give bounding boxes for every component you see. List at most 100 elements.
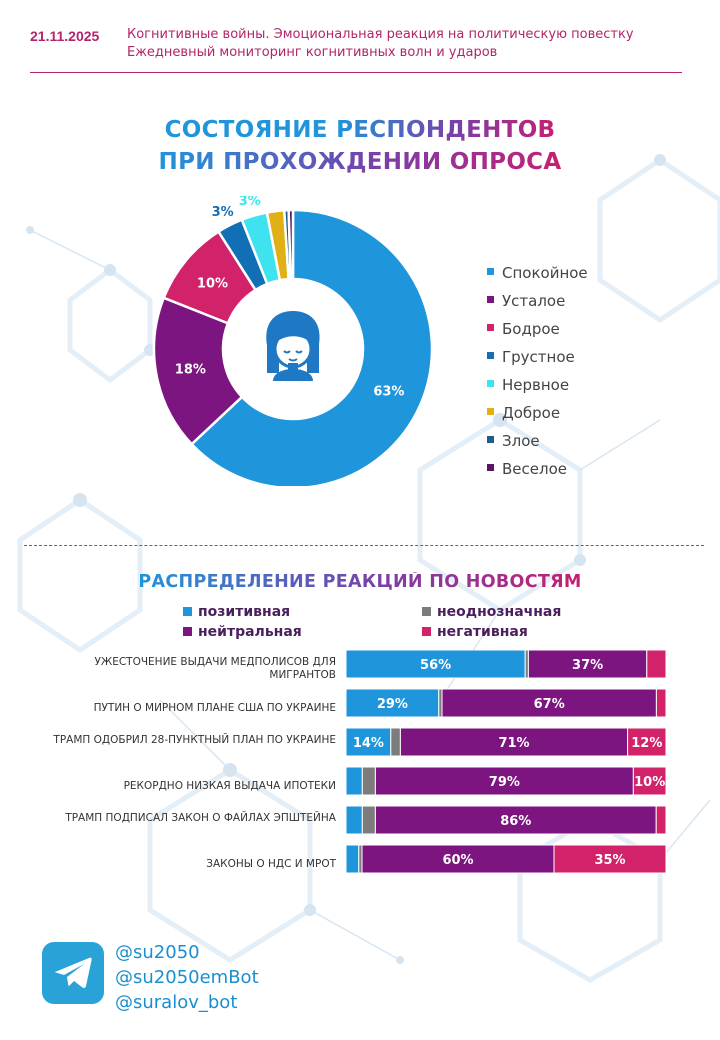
donut-title-word-1: СОСТОЯНИЕ: [164, 117, 328, 143]
legend-item: Бодрое: [487, 318, 588, 346]
donut-slice: [189, 208, 434, 486]
donut-title-line-2: ПРИ ПРОХОЖДЕНИИ ОПРОСА: [0, 146, 720, 178]
legend-swatch: [487, 296, 494, 303]
legend-swatch: [487, 268, 494, 275]
bar-data-label: 10%: [634, 775, 665, 790]
legend-label: Грустное: [502, 348, 575, 366]
legend-swatch: [487, 352, 494, 359]
bar-segment: [646, 650, 667, 679]
bar-data-label: 29%: [377, 697, 408, 712]
legend-label: Спокойное: [502, 264, 588, 282]
legend-label: Бодрое: [502, 320, 560, 338]
bar-segment: [346, 766, 363, 796]
bar-segment: [553, 844, 667, 874]
legend-item: Веселое: [487, 458, 588, 486]
donut-title-line-1: СОСТОЯНИЕ РЕСПОНДЕНТОВ: [0, 114, 720, 146]
legend-label: Веселое: [502, 460, 567, 478]
handle-link[interactable]: @su2050emBot: [115, 967, 259, 988]
legend-swatch: [183, 607, 192, 616]
legend-item-positive: позитивная: [183, 604, 290, 620]
bar-segment: [346, 688, 440, 718]
category-label: ТРАМП ОДОБРИЛ 28-ПУНКТНЫЙ ПЛАН ПО УКРАИН…: [53, 734, 336, 746]
bar-chart-title: РАСПРЕДЕЛЕНИЕ РЕАКЦИЙ ПО НОВОСТЯМ: [0, 572, 720, 592]
bar-data-label: 86%: [500, 814, 531, 829]
bar-chart-title-text: РАСПРЕДЕЛЕНИЕ РЕАКЦИЙ ПО НОВОСТЯМ: [138, 572, 582, 592]
bar-segment: [399, 727, 629, 757]
report-date: 21.11.2025: [30, 28, 100, 44]
legend-swatch: [487, 408, 494, 415]
bar-segment: [374, 766, 634, 796]
legend-swatch: [183, 627, 192, 636]
legend-item: Грустное: [487, 346, 588, 374]
donut-slice: [287, 208, 295, 281]
bar-segment: [655, 805, 667, 835]
bar-data-label: 35%: [594, 853, 625, 868]
person-face-icon: [266, 311, 320, 381]
legend-item-neutral: нейтральная: [183, 624, 302, 640]
legend-swatch: [422, 607, 431, 616]
slice-data-label: 3%: [212, 205, 234, 220]
telegram-icon[interactable]: [42, 942, 104, 1004]
bar-segment: [346, 650, 526, 679]
telegram-handles: @su2050 @su2050emBot @suralov_bot: [115, 940, 259, 1015]
bar-segment: [655, 688, 667, 718]
legend-label: Нервное: [502, 376, 570, 394]
telegram-plane-icon: [54, 957, 92, 988]
legend-item-ambiguous: неоднозначная: [422, 604, 561, 620]
slice-data-label: 10%: [197, 276, 228, 291]
bar-data-label: 60%: [442, 853, 473, 868]
legend-label: позитивная: [198, 604, 291, 620]
section-divider: [24, 545, 704, 546]
bar-segment: [346, 805, 363, 835]
stacked-bar-chart: 56% 37% 29% 67% 14% 71% 12% 79% 10% 86% 60% 35%: [346, 650, 667, 874]
donut-chart: 63% 18% 10% 3% 3%: [152, 196, 434, 486]
legend-label: Злое: [502, 432, 540, 450]
handle-link[interactable]: @suralov_bot: [115, 992, 238, 1013]
slice-data-label: 18%: [175, 363, 206, 378]
bar-segment: [346, 844, 360, 874]
slice-data-label: 3%: [239, 196, 261, 209]
legend-label: нейтральная: [198, 624, 302, 640]
slice-data-label: 63%: [373, 385, 404, 400]
legend-item: Усталое: [487, 290, 588, 318]
bar-segment: [627, 727, 667, 757]
handle-link[interactable]: @su2050: [115, 942, 200, 963]
subtitle-line-2: Ежедневный мониторинг когнитивных волн и…: [127, 45, 498, 60]
legend-item: Злое: [487, 430, 588, 458]
bar-data-label: 79%: [489, 775, 520, 790]
category-label: РЕКОРДНО НИЗКАЯ ВЫДАЧА ИПОТЕКИ: [123, 780, 336, 792]
donut-title-word-2: РЕСПОНДЕНТОВ: [336, 117, 556, 143]
legend-item-negative: негативная: [422, 624, 528, 640]
bar-segment: [374, 805, 657, 835]
legend-swatch: [487, 436, 494, 443]
bar-segment: [361, 766, 376, 796]
legend-label: неоднозначная: [437, 604, 562, 620]
bar-segment: [527, 650, 648, 679]
category-label: ПУТИН О МИРНОМ ПЛАНЕ США ПО УКРАИНЕ: [93, 702, 336, 714]
bar-data-label: 12%: [631, 736, 662, 751]
donut-slice: [152, 296, 244, 446]
donut-legend: Спокойное Усталое Бодрое Грустное Нервно…: [487, 262, 588, 486]
bar-data-label: 14%: [353, 736, 384, 751]
header-divider: [30, 72, 682, 73]
bar-data-label: 67%: [534, 697, 565, 712]
bar-segment: [390, 727, 401, 757]
legend-swatch: [487, 324, 494, 331]
donut-data-labels: 63% 18% 10% 3% 3%: [175, 196, 405, 400]
legend-label: негативная: [437, 624, 528, 640]
category-label: УЖЕСТОЧЕНИЕ ВЫДАЧИ МЕДПОЛИСОВ ДЛЯ МИГРАН…: [94, 656, 337, 681]
bar-segment: [361, 805, 376, 835]
legend-swatch: [422, 627, 431, 636]
legend-label: Усталое: [502, 292, 566, 310]
legend-swatch: [487, 380, 494, 387]
legend-swatch: [487, 464, 494, 471]
category-label: ЗАКОНЫ О НДС И МРОТ: [206, 858, 336, 870]
subtitle-line-1: Когнитивные войны. Эмоциональная реакция…: [127, 27, 634, 42]
legend-item: Спокойное: [487, 262, 588, 290]
legend-item: Доброе: [487, 402, 588, 430]
donut-title-line-2-text: ПРИ ПРОХОЖДЕНИИ ОПРОСА: [158, 149, 562, 175]
donut-slices: [152, 208, 434, 486]
bar-data-label: 56%: [420, 658, 451, 673]
bar-data-label: 37%: [572, 658, 603, 673]
